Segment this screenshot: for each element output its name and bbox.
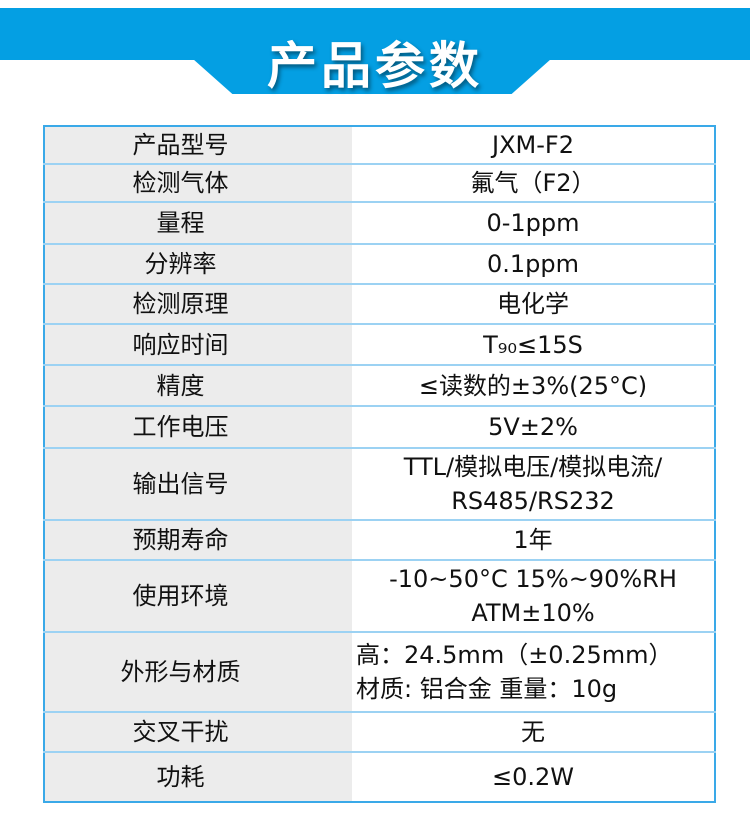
spec-value-line: 1年 [513, 526, 553, 554]
spec-value-line: 材质: 铝合金 重量：10g [356, 675, 618, 703]
table-row: 交叉干扰 无 [44, 712, 715, 753]
spec-value: 1年 [352, 520, 715, 561]
spec-label: 外形与材质 [44, 632, 352, 713]
table-row: 使用环境 -10~50°C 15%~90%RH ATM±10% [44, 560, 715, 633]
spec-value-line: RS485/RS232 [451, 487, 615, 515]
spec-value: 无 [352, 712, 715, 753]
table-row: 功耗 ≤0.2W [44, 752, 715, 802]
spec-label: 功耗 [44, 752, 352, 802]
spec-value-line: ATM±10% [471, 599, 595, 627]
table-row: 响应时间 T₉₀≤15S [44, 324, 715, 366]
page-title: 产品参数 [267, 37, 483, 95]
spec-value: ≤读数的±3%(25°C) [352, 365, 715, 407]
table-row: 精度 ≤读数的±3%(25°C) [44, 365, 715, 407]
spec-value: T₉₀≤15S [352, 324, 715, 366]
spec-label: 量程 [44, 202, 352, 245]
spec-value-line: -10~50°C 15%~90%RH [389, 565, 677, 593]
spec-value-line: 0-1ppm [486, 209, 580, 237]
table-row: 检测原理 电化学 [44, 284, 715, 325]
spec-value-line: ≤读数的±3%(25°C) [418, 371, 648, 400]
spec-value: TTL/模拟电压/模拟电流/RS485/RS232 [352, 448, 715, 521]
spec-value-line: JXM-F2 [492, 131, 574, 159]
spec-value: 电化学 [352, 284, 715, 325]
spec-label: 交叉干扰 [44, 712, 352, 753]
spec-value-line: 无 [521, 718, 545, 746]
spec-value: ≤0.2W [352, 752, 715, 802]
spec-value-line: 氟气（F2） [470, 169, 596, 197]
spec-value: 5V±2% [352, 406, 715, 449]
table-row: 检测气体 氟气（F2） [44, 164, 715, 203]
spec-value-line: 高：24.5mm（±0.25mm） [356, 641, 673, 669]
spec-value: 氟气（F2） [352, 164, 715, 203]
spec-value: 0.1ppm [352, 244, 715, 285]
spec-label: 工作电压 [44, 406, 352, 449]
spec-value-line: 0.1ppm [486, 250, 579, 278]
spec-label: 响应时间 [44, 324, 352, 366]
header-banner [0, 8, 750, 60]
spec-label: 产品型号 [44, 126, 352, 165]
table-row: 输出信号 TTL/模拟电压/模拟电流/RS485/RS232 [44, 448, 715, 521]
spec-label: 分辨率 [44, 244, 352, 285]
spec-value-line: TTL/模拟电压/模拟电流/ [403, 453, 663, 481]
spec-value: 高：24.5mm（±0.25mm） 材质: 铝合金 重量：10g [352, 632, 715, 713]
spec-value-line: ≤0.2W [491, 763, 574, 791]
spec-label: 使用环境 [44, 560, 352, 633]
spec-value: JXM-F2 [352, 126, 715, 165]
table-row: 量程 0-1ppm [44, 202, 715, 245]
spec-value-line: 5V±2% [488, 413, 578, 441]
spec-value-line: 电化学 [497, 290, 569, 318]
header-tab-shape [193, 59, 551, 94]
table-row: 外形与材质 高：24.5mm（±0.25mm） 材质: 铝合金 重量：10g [44, 632, 715, 713]
spec-label: 输出信号 [44, 448, 352, 521]
spec-label: 检测原理 [44, 284, 352, 325]
spec-table: 产品型号 JXM-F2 检测气体 氟气（F2） 量程 0-1ppm 分辨率 0.1ppm 检测原… [43, 125, 716, 803]
spec-value-line: T₉₀≤15S [483, 330, 583, 359]
table-row: 产品型号 JXM-F2 [44, 126, 715, 165]
spec-value: 0-1ppm [352, 202, 715, 245]
table-row: 分辨率 0.1ppm [44, 244, 715, 285]
table-row: 预期寿命 1年 [44, 520, 715, 561]
spec-value: -10~50°C 15%~90%RH ATM±10% [352, 560, 715, 633]
spec-label: 检测气体 [44, 164, 352, 203]
spec-label: 预期寿命 [44, 520, 352, 561]
spec-label: 精度 [44, 365, 352, 407]
table-row: 工作电压 5V±2% [44, 406, 715, 449]
